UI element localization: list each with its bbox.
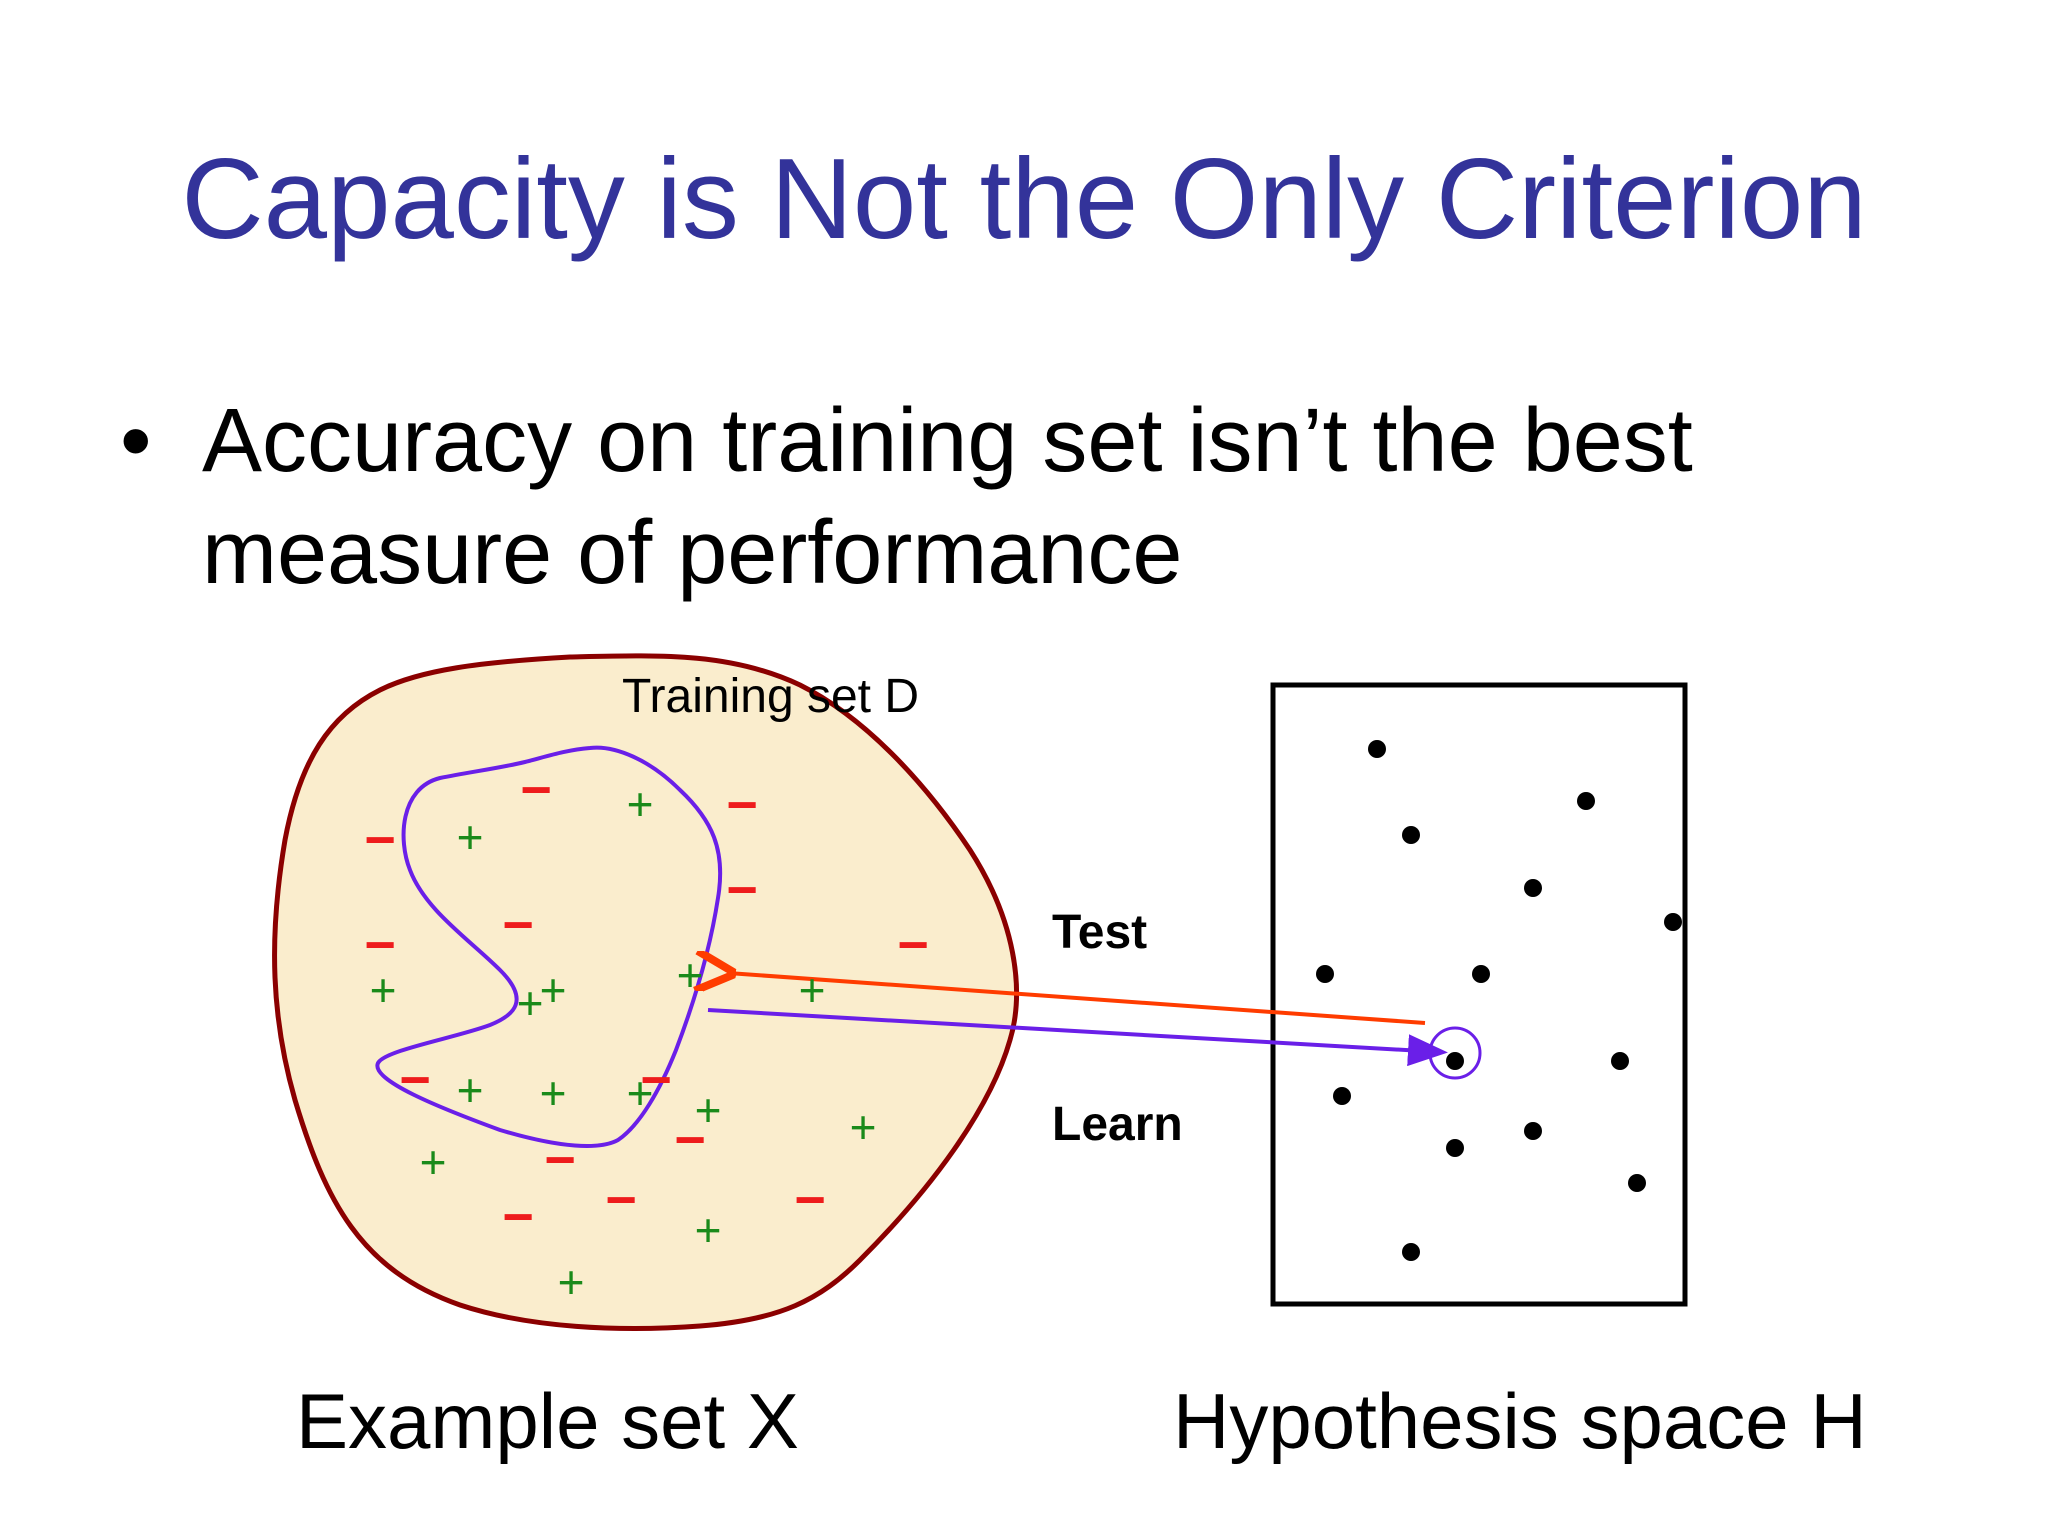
positive-example-mark: + xyxy=(799,964,826,1016)
positive-example-mark: + xyxy=(457,1064,484,1116)
positive-example-mark: + xyxy=(420,1136,447,1188)
hypothesis-point xyxy=(1333,1087,1351,1105)
negative-example-mark: − xyxy=(605,1170,637,1230)
negative-example-mark: − xyxy=(897,915,929,975)
hypothesis-space-caption: Hypothesis space H xyxy=(1173,1377,1867,1465)
hypothesis-point xyxy=(1402,1243,1420,1261)
bullet-line-1: Accuracy on training set isn’t the best xyxy=(202,391,1693,491)
negative-example-mark: − xyxy=(502,1187,534,1247)
negative-example-mark: − xyxy=(544,1130,576,1190)
hypothesis-point xyxy=(1316,965,1334,983)
positive-example-mark: + xyxy=(540,1067,567,1119)
negative-example-mark: − xyxy=(794,1170,826,1230)
negative-example-mark: − xyxy=(726,775,758,835)
positive-example-mark: + xyxy=(517,977,544,1029)
hypothesis-point xyxy=(1472,965,1490,983)
positive-example-mark: + xyxy=(695,1204,722,1256)
slide-title: Capacity is Not the Only Criterion xyxy=(181,136,1867,263)
hypothesis-point xyxy=(1402,826,1420,844)
training-set-label: Training set D xyxy=(622,670,919,723)
hypothesis-points xyxy=(1316,740,1682,1261)
positive-example-mark: + xyxy=(627,778,654,830)
positive-example-mark: + xyxy=(540,964,567,1016)
test-label: Test xyxy=(1052,906,1147,959)
bullet-text: Accuracy on training set isn’t the best … xyxy=(202,385,1902,609)
selected-hypothesis-circle xyxy=(1428,1026,1482,1080)
learn-label: Learn xyxy=(1052,1098,1183,1151)
example-marks: +++ + + ++ + ++++++ +− −−−−− −− −− − −− − xyxy=(364,760,929,1308)
hypothesis-point xyxy=(1628,1174,1646,1192)
example-set-region xyxy=(272,653,1019,1331)
positive-example-mark: + xyxy=(627,1067,654,1119)
hypothesis-point xyxy=(1446,1139,1464,1157)
positive-example-mark: + xyxy=(677,949,704,1001)
hypothesis-space-box xyxy=(1270,682,1688,1307)
bullet-marker: • xyxy=(120,391,152,491)
positive-example-mark: + xyxy=(850,1101,877,1153)
hypothesis-point xyxy=(1368,740,1386,758)
negative-example-mark: − xyxy=(399,1050,431,1110)
hypothesis-point xyxy=(1577,792,1595,810)
hypothesis-point xyxy=(1446,1052,1464,1070)
negative-example-mark: − xyxy=(640,1050,672,1110)
bullet-line-2: measure of performance xyxy=(202,503,1183,603)
positive-example-mark: + xyxy=(370,964,397,1016)
hypothesis-point xyxy=(1664,913,1682,931)
hypothesis-point xyxy=(1611,1052,1629,1070)
hypothesis-point xyxy=(1524,879,1542,897)
negative-example-mark: − xyxy=(674,1110,706,1170)
negative-example-mark: − xyxy=(520,760,552,820)
positive-example-mark: + xyxy=(695,1084,722,1136)
learn-arrow xyxy=(707,1008,1448,1067)
negative-example-mark: − xyxy=(726,860,758,920)
negative-example-mark: − xyxy=(364,915,396,975)
test-arrow xyxy=(728,973,1426,1025)
negative-example-mark: − xyxy=(364,810,396,870)
training-set-boundary xyxy=(375,745,723,1148)
positive-example-mark: + xyxy=(558,1256,585,1308)
hypothesis-point xyxy=(1524,1122,1542,1140)
example-set-caption: Example set X xyxy=(296,1377,799,1465)
positive-example-mark: + xyxy=(457,811,484,863)
negative-example-mark: − xyxy=(502,895,534,955)
